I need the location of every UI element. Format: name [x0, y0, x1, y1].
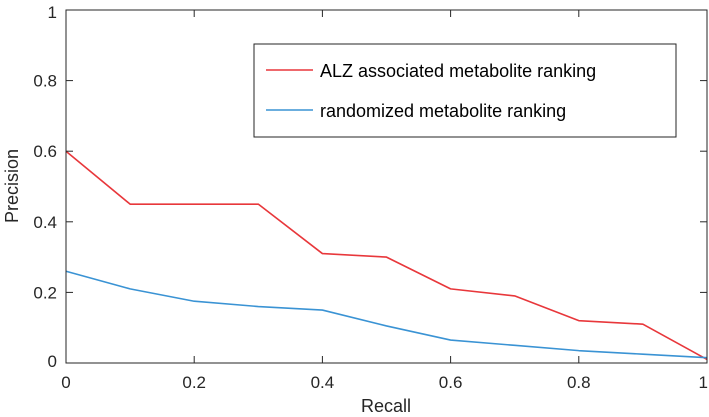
y-tick-label: 0.2: [33, 283, 57, 302]
x-tick-label: 0: [61, 373, 70, 392]
y-tick-label: 0.8: [33, 72, 57, 91]
y-tick-label: 0.4: [33, 213, 57, 232]
legend-box: [253, 43, 677, 138]
x-tick-label: 0.2: [182, 373, 206, 392]
y-tick-label: 0.6: [33, 142, 57, 161]
series-line-1: [65, 270, 708, 359]
x-tick-label: 0.4: [311, 373, 335, 392]
legend-label-alz: ALZ associated metabolite ranking: [320, 61, 596, 81]
y-tick-label: 0: [48, 352, 57, 371]
y-axis-label: Precision: [2, 149, 22, 223]
plot-frame: [65, 9, 708, 364]
x-axis-label: Recall: [361, 396, 411, 416]
tick-labels: 0 0.2 0.4 0.6 0.8 1 0 0.2 0.4 0.6 0.8 1: [33, 3, 708, 392]
x-tick-label: 1: [699, 373, 708, 392]
ticks-layer: [65, 9, 708, 364]
y-tick-label: 1: [48, 3, 57, 22]
x-tick-label: 0.8: [567, 373, 591, 392]
legend-label-random: randomized metabolite ranking: [320, 101, 566, 121]
series-line-0: [65, 150, 708, 361]
series-layer: [65, 150, 708, 361]
x-tick-label: 0.6: [439, 373, 463, 392]
legend: ALZ associated metabolite ranking random…: [253, 43, 677, 138]
